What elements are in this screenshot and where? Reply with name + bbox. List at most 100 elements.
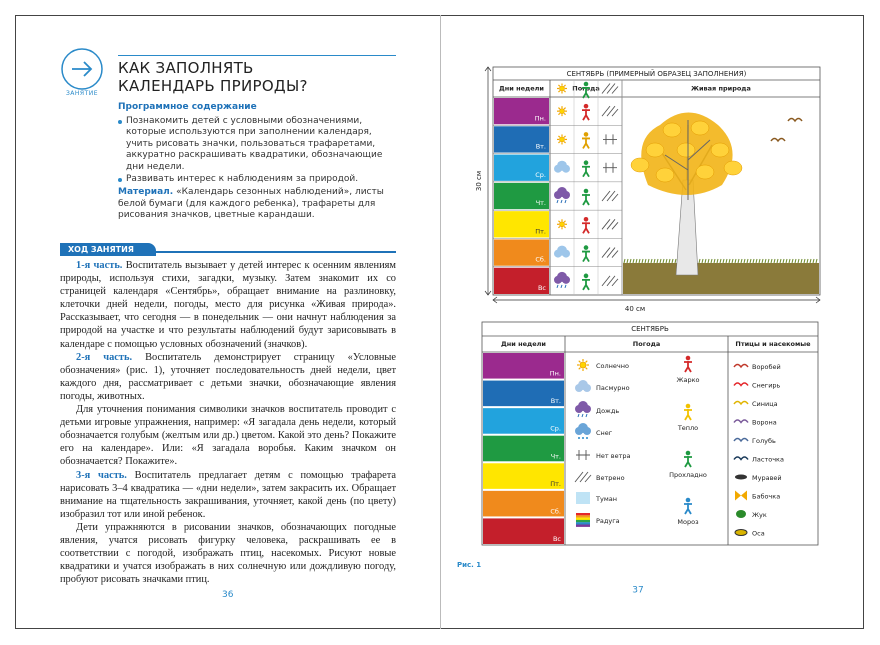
icon-person (684, 355, 692, 373)
leaf-cluster (662, 122, 682, 138)
day-label: Чт. (536, 199, 546, 207)
day-label: Ср. (535, 171, 546, 179)
figure: СЕНТЯБРЬ (ПРИМЕРНЫЙ ОБРАЗЕЦ ЗАПОЛНЕНИЯ) Д… (457, 66, 821, 596)
program-item: Познакомить детей с условными обозначени… (118, 116, 396, 174)
drop (585, 413, 588, 418)
tree-branches (664, 120, 711, 200)
grass-blade (629, 258, 632, 264)
icon-rainbow-band (576, 522, 590, 525)
paragraph-lead: 2-я часть. (76, 351, 133, 363)
leaf-cluster (695, 164, 715, 180)
head (583, 81, 589, 87)
icon-wind (601, 247, 619, 258)
grass-blade (674, 258, 677, 264)
wind-lines (603, 162, 617, 173)
legend-item: Ветрено (596, 474, 625, 482)
legend-item: Радуга (596, 517, 620, 525)
drop (564, 199, 567, 204)
body (684, 503, 692, 515)
material-text: «Календарь сезонных наблюдений», листы б… (118, 187, 384, 221)
ray (563, 141, 566, 144)
material: Материал. «Календарь сезонных наблюдений… (118, 187, 396, 222)
drop (560, 284, 563, 289)
day-cell (494, 98, 549, 125)
grass-blade (803, 258, 806, 264)
grass-blade (635, 258, 638, 264)
day-label: Ср. (550, 425, 561, 433)
grass-blade (800, 258, 803, 264)
wind-lines (603, 134, 617, 145)
wind-lines (601, 105, 619, 117)
legend-item: Нет ветра (596, 452, 630, 460)
legend-item: Ласточка (752, 456, 784, 464)
grass-blade (779, 258, 782, 264)
table-border (481, 321, 819, 546)
body (582, 109, 590, 121)
grass-blade (647, 258, 650, 264)
grass-blade (782, 258, 785, 264)
legend-item: Жарко (676, 376, 699, 384)
icon-bird (733, 437, 749, 443)
figure-label: Рис. 1 (457, 561, 481, 569)
leaf-cluster (710, 142, 730, 158)
icon-wind (601, 83, 619, 94)
grass-blade (662, 258, 665, 264)
wind-lines (574, 471, 592, 483)
grass-blade (653, 258, 656, 264)
body-text: 1-я часть. Воспитатель вызывает у детей … (60, 259, 396, 586)
head (583, 245, 589, 250)
ray (558, 84, 561, 87)
ray (558, 225, 561, 229)
icon-bird (770, 137, 786, 143)
grass-blade (641, 258, 644, 264)
day-label: Сб. (550, 507, 561, 515)
icon-person (582, 216, 590, 234)
day-cell (494, 126, 549, 153)
icon-butterfly (735, 490, 747, 501)
body (582, 137, 590, 149)
legend-item: Пасмурно (596, 384, 630, 392)
column-header: Дни недели (499, 85, 544, 93)
grass-blade (797, 258, 800, 264)
grass-blade (668, 258, 671, 264)
sun-disc (559, 85, 565, 92)
lesson-label: ЗАНЯТИЕ (65, 90, 99, 97)
icon-rainbow-band (576, 513, 590, 516)
grass-blade (815, 258, 818, 264)
legend-item: Снег (596, 429, 613, 437)
paragraph-lead: 3-я часть. (76, 469, 127, 481)
leaf-cluster (655, 167, 675, 183)
day-cell (494, 182, 549, 210)
legend-item: Туман (595, 495, 617, 503)
icon-person (582, 132, 590, 149)
grass-blade (785, 258, 788, 264)
icon-sun (577, 359, 589, 371)
sun-disc (559, 108, 565, 114)
icon-rainbow-band (576, 515, 590, 518)
leaf-cluster (676, 142, 696, 158)
day-cell (494, 267, 549, 294)
paragraph-text: Воспитатель вызывает у детей интерес к о… (60, 260, 396, 350)
column-header: Дни недели (501, 340, 546, 348)
day-label: Пт. (535, 227, 546, 235)
ray (558, 107, 561, 110)
icon-person (582, 188, 590, 206)
grass-blade (743, 258, 746, 264)
icon-beetle (736, 510, 746, 518)
grass-blade (761, 258, 764, 264)
paragraph-text: Воспитатель предлагает детям с помощью т… (60, 469, 396, 520)
grass-blade (659, 258, 662, 264)
page-frame (15, 15, 864, 629)
day-label: Вс (538, 284, 546, 292)
head (685, 355, 691, 361)
wind-lines (601, 247, 619, 258)
sun-disc (559, 221, 565, 228)
icon-person (684, 450, 692, 468)
wind-lines (601, 190, 619, 202)
icon-wind (601, 275, 619, 287)
dimension-line (492, 296, 821, 304)
icon-wind (601, 190, 619, 202)
grass-blade (755, 258, 758, 264)
ray (558, 90, 561, 93)
